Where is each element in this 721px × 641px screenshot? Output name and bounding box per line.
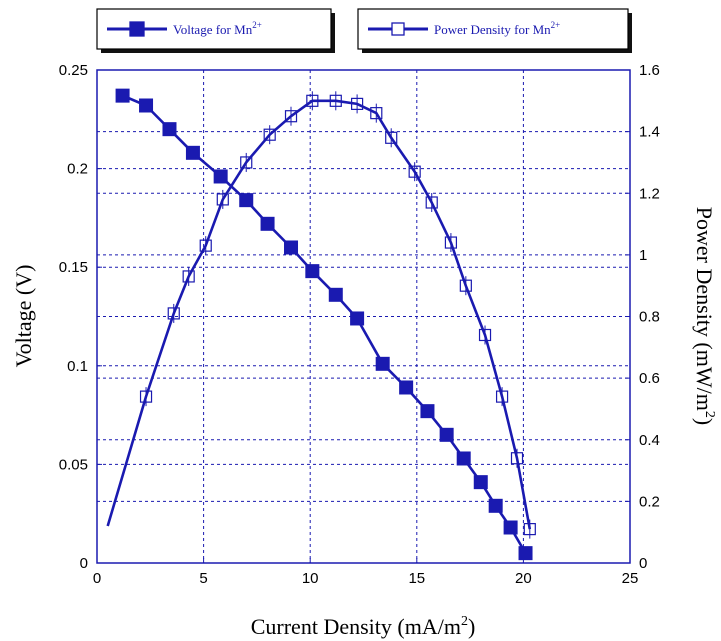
- y-tick-label: 0: [80, 555, 88, 572]
- series-0-point: [260, 216, 275, 231]
- series-0-point: [375, 356, 390, 371]
- y-tick-label: 0.1: [67, 358, 88, 375]
- axis-ticks: 0 5 10 15 20 2500.050.10.150.20.2500.20.40.60…: [59, 62, 660, 587]
- y2-tick-label: 0.2: [639, 493, 660, 510]
- y2-axis-title-end: ): [692, 418, 717, 425]
- series-0-point: [328, 287, 343, 302]
- legend-marker-1: [391, 22, 405, 36]
- y-tick-label: 0.05: [59, 456, 88, 473]
- series-0-point: [115, 88, 130, 103]
- series-0-point: [185, 145, 200, 160]
- y-tick-label: 0.2: [67, 161, 88, 178]
- series-0-point: [284, 240, 299, 255]
- legend-marker-0: [129, 21, 145, 37]
- series-0-point: [213, 169, 228, 184]
- y-tick-label: 0.25: [59, 62, 88, 79]
- series-group: [106, 88, 536, 561]
- x-axis-title: Current Density (mA/m2): [251, 614, 476, 639]
- series-0-point: [162, 122, 177, 137]
- y2-axis-title: Power Density (mW/m2): [692, 207, 717, 425]
- series-0-point: [439, 427, 454, 442]
- x-tick-label: 10: [302, 570, 319, 587]
- series-0-point: [473, 475, 488, 490]
- series-0-point: [456, 451, 471, 466]
- legend-label-0: Voltage for Mn2+: [173, 20, 262, 37]
- series-0-point: [350, 311, 365, 326]
- x-tick-label: 25: [622, 570, 639, 587]
- y2-tick-label: 1.4: [639, 124, 660, 141]
- series-0-point: [518, 546, 533, 561]
- x-tick-label: 20: [515, 570, 532, 587]
- y2-tick-label: 1.6: [639, 62, 660, 79]
- legend-label-1: Power Density for Mn2+: [434, 20, 560, 37]
- y2-tick-label: 0.6: [639, 370, 660, 387]
- y2-tick-label: 1: [639, 247, 647, 264]
- y2-tick-label: 1.2: [639, 185, 660, 202]
- legend: Voltage for Mn2+ Power Density for Mn2+: [96, 8, 632, 53]
- series-0-point: [420, 404, 435, 419]
- series-0-point: [503, 520, 518, 535]
- y-tick-label: 0.15: [59, 259, 88, 276]
- y-axis-title: Voltage (V): [11, 265, 36, 368]
- y2-tick-label: 0: [639, 555, 647, 572]
- series-0-point: [239, 193, 254, 208]
- series-0-point: [305, 264, 320, 279]
- series-0-point: [488, 498, 503, 513]
- grid-lines: [97, 70, 630, 563]
- series-line-0: [122, 94, 527, 554]
- x-tick-label: 5: [199, 570, 207, 587]
- y2-tick-label: 0.8: [639, 309, 660, 326]
- x-axis-title-end: ): [468, 614, 475, 639]
- y2-axis-title-superscript: 2: [702, 411, 717, 418]
- x-tick-label: 15: [408, 570, 425, 587]
- x-tick-label: 0: [93, 570, 101, 587]
- series-line-1: [106, 99, 532, 530]
- x-axis-title-superscript: 2: [461, 614, 468, 629]
- y2-tick-label: 0.4: [639, 432, 660, 449]
- series-0-point: [399, 380, 414, 395]
- series-0-point: [139, 98, 154, 113]
